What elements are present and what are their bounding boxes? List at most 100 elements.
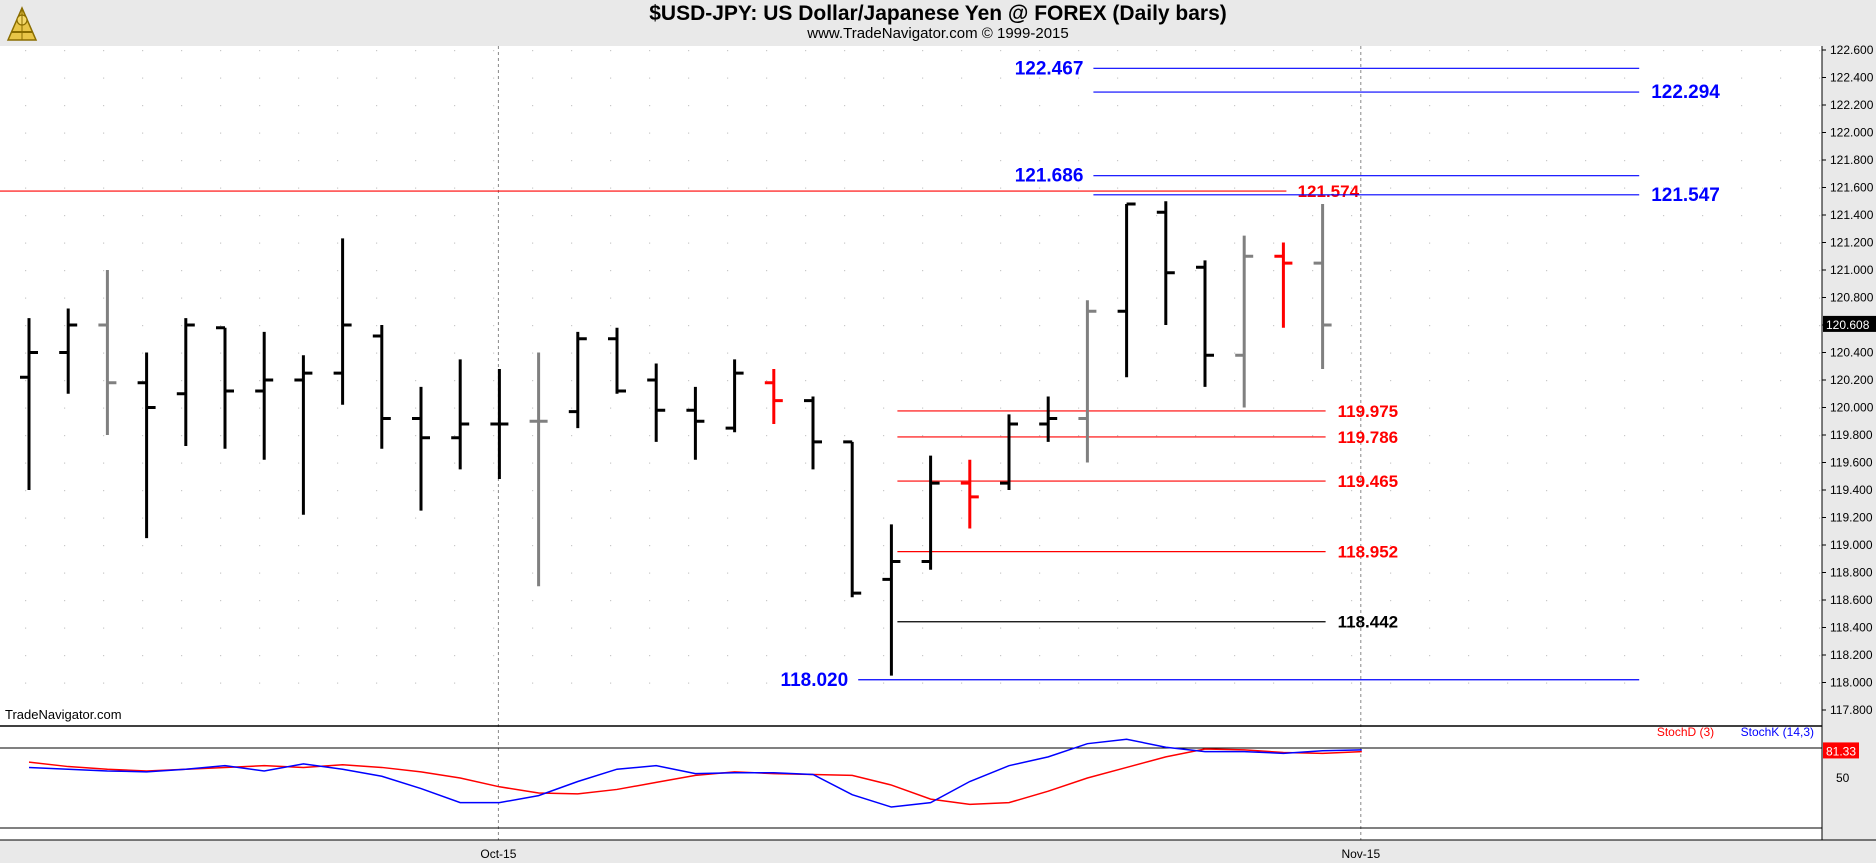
grid-dot xyxy=(766,517,768,519)
grid-dot xyxy=(454,160,456,162)
grid-dot xyxy=(1351,325,1353,327)
grid-dot xyxy=(727,435,729,437)
grid-dot xyxy=(415,160,417,162)
grid-dot xyxy=(415,50,417,52)
grid-dot xyxy=(1663,572,1665,574)
grid-dot xyxy=(649,215,651,217)
indicator-legend-label: StochK (14,3) xyxy=(1741,725,1814,739)
grid-dot xyxy=(1273,627,1275,629)
grid-dot xyxy=(1507,215,1509,217)
grid-dot xyxy=(1000,407,1002,409)
grid-dot xyxy=(454,270,456,272)
grid-dot xyxy=(1585,325,1587,327)
grid-dot xyxy=(1741,627,1743,629)
grid-dot xyxy=(1312,380,1314,382)
grid-dot xyxy=(1585,132,1587,134)
grid-dot xyxy=(493,105,495,107)
grid-dot xyxy=(766,572,768,574)
y-axis-tick-label: 120.400 xyxy=(1830,346,1874,360)
grid-dot xyxy=(1429,187,1431,189)
grid-dot xyxy=(1273,132,1275,134)
grid-dot xyxy=(649,325,651,327)
grid-dot xyxy=(1234,545,1236,547)
grid-dot xyxy=(805,77,807,79)
grid-dot xyxy=(961,297,963,299)
grid-dot xyxy=(844,380,846,382)
grid-dot xyxy=(688,517,690,519)
grid-dot xyxy=(376,242,378,244)
grid-dot xyxy=(1312,160,1314,162)
grid-dot xyxy=(1117,435,1119,437)
grid-dot xyxy=(1819,270,1821,272)
grid-dot xyxy=(376,490,378,492)
grid-dot xyxy=(1078,490,1080,492)
grid-dot xyxy=(766,160,768,162)
grid-dot xyxy=(1663,187,1665,189)
grid-dot xyxy=(922,600,924,602)
grid-dot xyxy=(64,242,66,244)
grid-dot xyxy=(220,132,222,134)
grid-dot xyxy=(1351,380,1353,382)
grid-dot xyxy=(610,572,612,574)
grid-dot xyxy=(25,572,27,574)
grid-dot xyxy=(454,325,456,327)
grid-dot xyxy=(1507,655,1509,657)
grid-dot xyxy=(1741,297,1743,299)
grid-dot xyxy=(1273,187,1275,189)
grid-dot xyxy=(454,50,456,52)
grid-dot xyxy=(1312,407,1314,409)
grid-dot xyxy=(259,462,261,464)
grid-dot xyxy=(571,160,573,162)
grid-dot xyxy=(1507,270,1509,272)
grid-dot xyxy=(1429,215,1431,217)
grid-dot xyxy=(298,435,300,437)
series-line-stoch_d xyxy=(28,748,1362,806)
grid-dot xyxy=(1702,655,1704,657)
grid-dot xyxy=(688,627,690,629)
grid-dot xyxy=(1546,50,1548,52)
grid-dot xyxy=(1585,462,1587,464)
grid-dot xyxy=(1000,380,1002,382)
grid-dot xyxy=(571,600,573,602)
grid-dot xyxy=(1078,77,1080,79)
grid-dot xyxy=(1624,435,1626,437)
grid-dot xyxy=(1273,77,1275,79)
grid-dot xyxy=(1390,160,1392,162)
grid-dot xyxy=(1507,572,1509,574)
grid-dot xyxy=(922,490,924,492)
grid-dot xyxy=(1390,242,1392,244)
grid-dot xyxy=(1624,352,1626,354)
grid-dot xyxy=(1117,682,1119,684)
grid-dot xyxy=(1702,132,1704,134)
grid-dot xyxy=(805,105,807,107)
grid-dot xyxy=(1351,160,1353,162)
grid-dot xyxy=(415,682,417,684)
grid-dot xyxy=(1507,325,1509,327)
grid-dot xyxy=(883,50,885,52)
grid-dot xyxy=(532,187,534,189)
grid-dot xyxy=(1273,572,1275,574)
grid-dot xyxy=(1312,77,1314,79)
grid-dot xyxy=(532,682,534,684)
grid-dot xyxy=(1546,435,1548,437)
grid-dot xyxy=(493,462,495,464)
grid-dot xyxy=(415,517,417,519)
grid-dot xyxy=(1624,160,1626,162)
grid-dot xyxy=(1780,325,1782,327)
grid-dot xyxy=(25,490,27,492)
grid-dot xyxy=(1429,105,1431,107)
grid-dot xyxy=(1780,352,1782,354)
grid-dot xyxy=(532,380,534,382)
grid-dot xyxy=(1663,490,1665,492)
grid-dot xyxy=(1390,297,1392,299)
grid-dot xyxy=(922,545,924,547)
grid-dot xyxy=(883,572,885,574)
y-axis-tick-label: 122.200 xyxy=(1830,98,1874,112)
grid-dot xyxy=(1585,352,1587,354)
grid-dot xyxy=(1546,270,1548,272)
grid-dot xyxy=(376,297,378,299)
grid-dot xyxy=(1117,380,1119,382)
grid-dot xyxy=(1507,462,1509,464)
grid-dot xyxy=(1078,50,1080,52)
